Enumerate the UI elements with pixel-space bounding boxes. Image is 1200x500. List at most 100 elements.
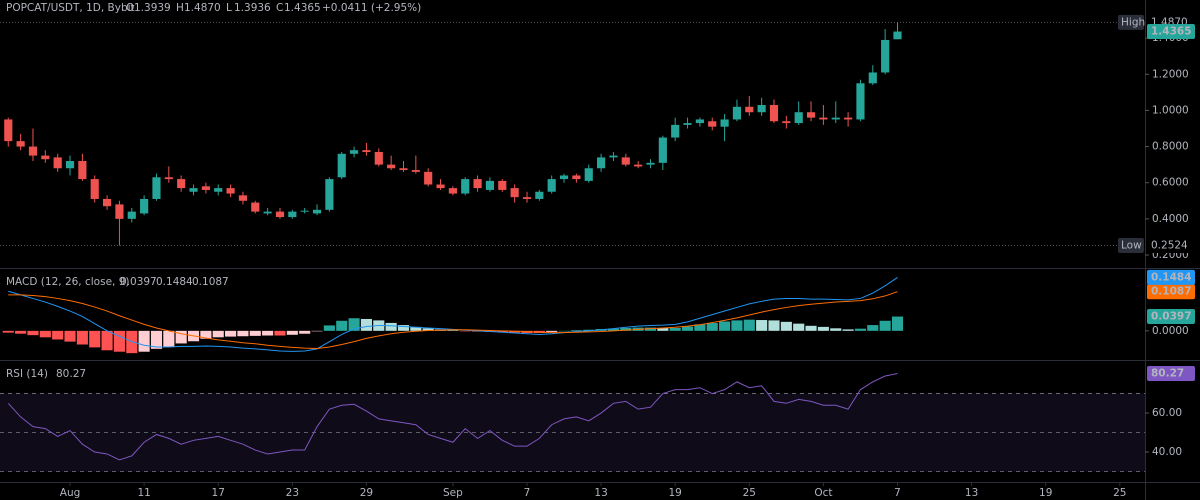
y-tick-label: 0.8000: [1152, 141, 1189, 153]
price-marker-value: 0.2524: [1151, 240, 1188, 252]
candle-body: [732, 106, 742, 120]
candle-body: [288, 211, 297, 218]
histogram-bar: [385, 322, 397, 331]
histogram-bar: [842, 329, 854, 331]
candle-body: [424, 171, 433, 185]
histogram-bar: [570, 330, 582, 331]
indicator-value: 0.1087: [192, 276, 229, 288]
histogram-bar: [496, 330, 508, 333]
histogram-bar: [311, 330, 323, 332]
candle-body: [152, 177, 161, 199]
candle-body: [28, 146, 38, 156]
ohlc-value: 1.4365: [284, 2, 321, 14]
x-tick-label: Sep: [443, 487, 463, 499]
candle-body: [683, 123, 692, 125]
candle-body: [881, 39, 890, 73]
histogram-bar: [805, 325, 817, 331]
histogram-bar: [113, 330, 125, 352]
candle-body: [671, 124, 680, 138]
histogram-bar: [299, 330, 311, 334]
candle-body: [831, 117, 840, 120]
macd-value-tag: 0.0397: [1151, 311, 1192, 323]
x-tick-label: 7: [524, 487, 531, 499]
histogram-bar: [459, 330, 471, 332]
histogram-bar: [360, 318, 372, 331]
x-tick-label: 23: [286, 487, 299, 499]
ohlc-key: L: [226, 2, 232, 14]
histogram-bar: [397, 325, 410, 331]
x-tick-label: 19: [669, 487, 682, 499]
y-tick-label: 1.0000: [1152, 104, 1189, 116]
candle-body: [238, 195, 248, 201]
x-tick-label: 25: [743, 487, 756, 499]
candle-body: [794, 112, 803, 124]
histogram-bar: [39, 330, 51, 338]
candle-body: [646, 162, 655, 165]
candle-body: [782, 121, 791, 124]
candle-body: [584, 168, 593, 181]
candle-body: [720, 119, 729, 127]
ohlc-key: C: [276, 2, 283, 14]
histogram-bar: [2, 330, 14, 333]
candle-body: [201, 186, 210, 190]
candle-body: [177, 179, 186, 189]
y-tick-label: 1.2000: [1152, 68, 1189, 80]
candle-body: [757, 104, 766, 113]
histogram-bar: [27, 330, 39, 336]
candle-body: [65, 161, 75, 169]
candle-body: [695, 119, 704, 124]
x-tick-label: 17: [212, 487, 225, 499]
histogram-bar: [706, 322, 718, 331]
indicator-title: RSI (14): [6, 368, 48, 380]
histogram-bar: [138, 330, 150, 352]
histogram-bar: [150, 330, 163, 349]
candle-body: [819, 117, 828, 120]
histogram-bar: [546, 330, 558, 332]
price-marker-name-box: [1118, 14, 1144, 30]
histogram-bar: [76, 330, 88, 345]
x-tick-label: Aug: [60, 487, 81, 499]
histogram-bar: [286, 330, 298, 335]
rsi-line: [7, 373, 898, 461]
histogram-bar: [163, 330, 175, 348]
rsi-value-tag-box: [1147, 366, 1195, 382]
histogram-bar: [89, 330, 101, 348]
candle-body: [4, 119, 13, 142]
histogram-bar: [175, 330, 187, 344]
ohlc-value: 1.4870: [184, 2, 221, 14]
histogram-bar: [830, 328, 842, 331]
candle-body: [399, 168, 408, 171]
candle-body: [461, 179, 470, 194]
histogram-bar: [558, 330, 570, 332]
macd-value-tag-box: [1147, 284, 1195, 300]
candle-body: [41, 155, 50, 160]
change: +0.0411 (+2.95%): [322, 2, 421, 14]
candle-body: [214, 188, 223, 192]
candle-body: [189, 188, 198, 192]
last-price-box: [1147, 24, 1195, 40]
candle-body: [597, 157, 606, 169]
candle-body: [510, 188, 519, 198]
histogram-bar: [867, 325, 879, 331]
histogram-bar: [780, 321, 792, 331]
histogram-bar: [200, 330, 212, 339]
y-tick-label: 0.4000: [1152, 213, 1189, 225]
x-tick-label: 11: [137, 487, 150, 499]
histogram-bar: [731, 320, 743, 331]
candle-body: [485, 180, 495, 190]
macd-value-tag: 0.1484: [1151, 271, 1192, 283]
histogram-bar: [817, 326, 829, 331]
histogram-bar: [768, 320, 780, 331]
candle-body: [362, 150, 371, 152]
macd-value-tag: 0.1087: [1151, 286, 1192, 298]
candle-body: [325, 179, 334, 210]
candle-body: [251, 202, 260, 212]
candle-body: [78, 161, 87, 180]
indicator-value: 80.27: [56, 368, 86, 380]
candle-body: [263, 211, 272, 214]
x-tick-label: 13: [594, 487, 607, 499]
histogram-bar: [274, 330, 286, 336]
histogram-bar: [249, 330, 261, 336]
candle-body: [436, 184, 445, 189]
